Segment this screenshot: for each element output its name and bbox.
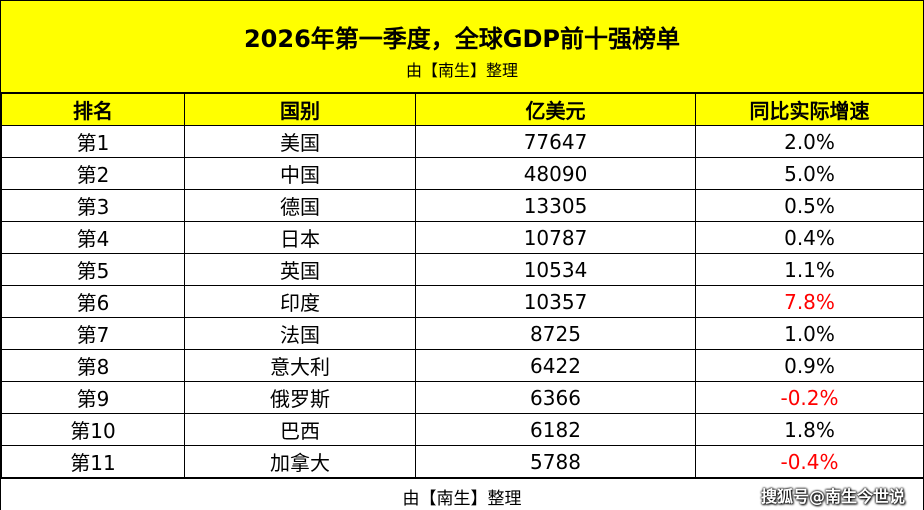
table-row: 第10 巴西 6182 1.8% (1, 413, 924, 446)
gdp-table: 排名 国别 亿美元 同比实际增速 第1 美国 77647 2.0% 第2 中国 48090 5… (1, 93, 924, 478)
table-row: 第8 意大利 6422 0.9% (1, 349, 924, 382)
cell-country: 意大利 (184, 349, 416, 382)
cell-gdp: 8725 (415, 317, 696, 350)
cell-country: 巴西 (184, 413, 416, 446)
cell-gdp: 13305 (415, 189, 696, 222)
table-row: 第7 法国 8725 1.0% (1, 317, 924, 350)
cell-country: 日本 (184, 221, 416, 254)
cell-rank: 第11 (1, 445, 185, 478)
footer-credit: 由【南生】整理 (402, 489, 522, 509)
cell-growth: 1.0% (695, 317, 924, 350)
cell-rank: 第8 (1, 349, 185, 382)
cell-growth: 5.0% (695, 157, 924, 190)
cell-rank: 第1 (1, 125, 185, 158)
cell-rank: 第3 (1, 189, 185, 222)
cell-gdp: 5788 (415, 445, 696, 478)
cell-growth: 0.4% (695, 221, 924, 254)
cell-growth: 0.5% (695, 189, 924, 222)
column-header-country: 国别 (184, 93, 416, 126)
cell-country: 法国 (184, 317, 416, 350)
cell-gdp: 10357 (415, 285, 696, 318)
cell-gdp: 77647 (415, 125, 696, 158)
page-subtitle: 由【南生】整理 (405, 61, 518, 80)
title-block: 2026年第一季度，全球GDP前十强榜单 由【南生】整理 (1, 1, 923, 93)
table-header-row: 排名 国别 亿美元 同比实际增速 (1, 93, 924, 126)
table-row: 第1 美国 77647 2.0% (1, 125, 924, 158)
cell-gdp: 48090 (415, 157, 696, 190)
cell-growth: -0.2% (695, 381, 924, 414)
table-row: 第3 德国 13305 0.5% (1, 189, 924, 222)
cell-growth: 1.1% (695, 253, 924, 286)
cell-rank: 第10 (1, 413, 185, 446)
cell-gdp: 6422 (415, 349, 696, 382)
cell-rank: 第6 (1, 285, 185, 318)
cell-rank: 第4 (1, 221, 185, 254)
cell-country: 印度 (184, 285, 416, 318)
cell-growth: 2.0% (695, 125, 924, 158)
watermark: 搜狐号@南生今世说 (760, 487, 905, 506)
cell-country: 俄罗斯 (184, 381, 416, 414)
cell-rank: 第5 (1, 253, 185, 286)
cell-growth: 7.8% (695, 285, 924, 318)
cell-growth: 0.9% (695, 349, 924, 382)
page-title: 2026年第一季度，全球GDP前十强榜单 (243, 25, 680, 53)
cell-growth: 1.8% (695, 413, 924, 446)
cell-country: 加拿大 (184, 445, 416, 478)
table-row: 第2 中国 48090 5.0% (1, 157, 924, 190)
cell-gdp: 6366 (415, 381, 696, 414)
table-row: 第4 日本 10787 0.4% (1, 221, 924, 254)
cell-country: 美国 (184, 125, 416, 158)
footer: 由【南生】整理 搜狐号@南生今世说 (1, 478, 923, 510)
cell-rank: 第9 (1, 381, 185, 414)
column-header-gdp: 亿美元 (415, 93, 696, 126)
column-header-rank: 排名 (1, 93, 185, 126)
cell-gdp: 10534 (415, 253, 696, 286)
cell-growth: -0.4% (695, 445, 924, 478)
cell-gdp: 6182 (415, 413, 696, 446)
column-header-growth: 同比实际增速 (695, 93, 924, 126)
cell-gdp: 10787 (415, 221, 696, 254)
table-row: 第6 印度 10357 7.8% (1, 285, 924, 318)
cell-country: 中国 (184, 157, 416, 190)
cell-rank: 第7 (1, 317, 185, 350)
table-row: 第11 加拿大 5788 -0.4% (1, 445, 924, 478)
cell-country: 英国 (184, 253, 416, 286)
table-row: 第5 英国 10534 1.1% (1, 253, 924, 286)
table-row: 第9 俄罗斯 6366 -0.2% (1, 381, 924, 414)
cell-country: 德国 (184, 189, 416, 222)
cell-rank: 第2 (1, 157, 185, 190)
